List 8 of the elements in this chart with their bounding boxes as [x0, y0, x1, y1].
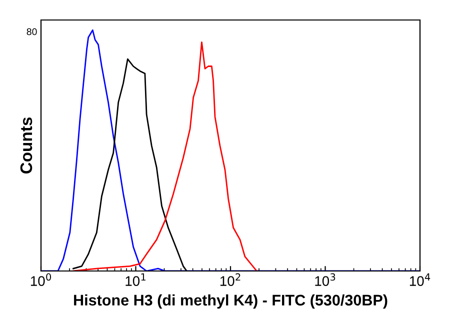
- x-tick-label: 10$^{2}$: [220, 273, 240, 286]
- x-tick-label: 10$^{1}$: [126, 273, 146, 286]
- x-tick-label: 10$^{4}$: [410, 273, 430, 286]
- y-axis-title: Counts: [20, 117, 32, 174]
- x-axis-title: Histone H3 (di methyl K4) - FITC (530/30BP): [74, 294, 388, 309]
- text: 80: [26, 28, 37, 36]
- x-tick-label: 10$^{0}$: [30, 273, 52, 286]
- x-tick-label: 10$^{3}$: [315, 273, 336, 286]
